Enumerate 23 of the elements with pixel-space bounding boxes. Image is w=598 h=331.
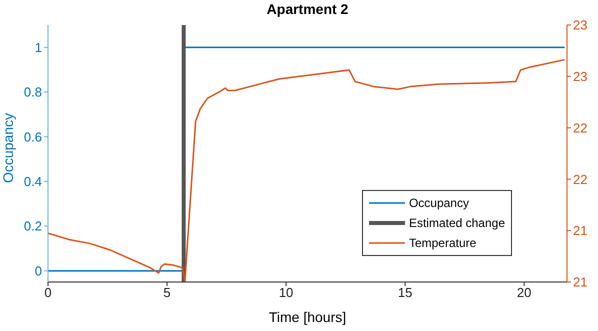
- y2-tick-label: 23: [573, 69, 588, 84]
- x-tick-label: 10: [278, 285, 294, 300]
- legend-label: Temperature: [408, 236, 476, 250]
- y-axis-title: Occupancy: [0, 112, 16, 186]
- legend-label: Occupancy: [408, 196, 469, 210]
- y2-tick-label: 21: [573, 274, 588, 290]
- y-tick-label: 1: [34, 40, 42, 55]
- chart-title: Apartment 2: [266, 1, 350, 17]
- y2-tick-label: 22: [573, 172, 588, 187]
- x-tick-label: 15: [398, 285, 412, 300]
- x-axis-title: Time [hours]: [268, 309, 348, 325]
- y-tick-label: 0.8: [24, 84, 42, 100]
- x-tick-label: 20: [516, 285, 532, 300]
- y-tick-label: 0.6: [24, 129, 42, 144]
- y-tick-label: 0.2: [24, 218, 42, 234]
- y2-tick-label: 23: [573, 18, 588, 33]
- y2-tick-label: 21: [573, 223, 588, 238]
- x-tick-label: 0: [44, 285, 52, 300]
- x-tick-label: 5: [163, 285, 171, 300]
- y2-tick-label: 22: [573, 120, 588, 136]
- legend-label: Estimated change: [408, 216, 505, 230]
- y-tick-label: 0: [34, 263, 42, 278]
- y-tick-label: 0.4: [24, 174, 42, 190]
